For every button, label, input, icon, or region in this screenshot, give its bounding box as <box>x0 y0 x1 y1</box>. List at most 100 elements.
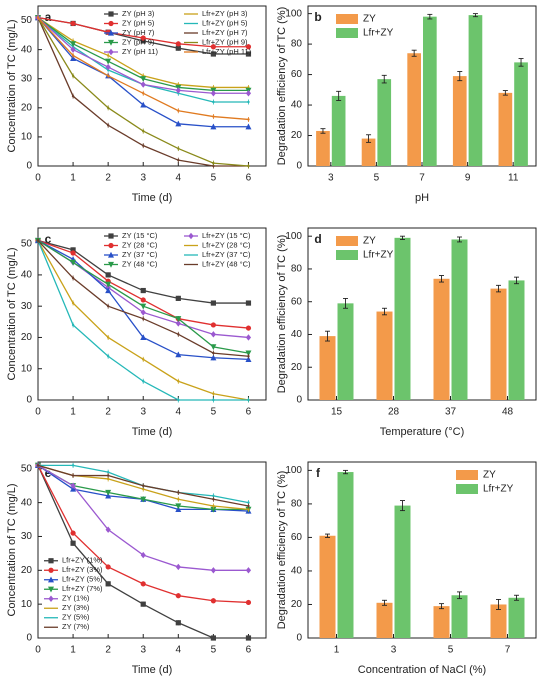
y-tick-label: 0 <box>296 395 302 406</box>
legend-label: ZY <box>363 14 376 25</box>
legend-swatch <box>456 470 478 480</box>
y-tick-label: 20 <box>291 130 303 141</box>
y-tick-label: 20 <box>21 565 33 576</box>
legend-marker <box>108 48 114 56</box>
y-tick-label: 40 <box>291 100 303 111</box>
panel-letter: b <box>314 10 321 24</box>
x-tick-label: 4 <box>176 645 182 656</box>
data-point <box>175 87 181 94</box>
y-tick-label: 50 <box>21 15 33 26</box>
data-point <box>212 100 215 104</box>
legend-entry-lfr-zy-1: Lfr+ZY (1%) <box>44 556 103 565</box>
x-tick-label: 11 <box>508 173 519 184</box>
x-tick-label: 5 <box>211 645 217 656</box>
legend-marker <box>108 233 114 239</box>
y-tick-label: 20 <box>291 599 303 610</box>
panel-letter: a <box>45 10 52 24</box>
legend-entry-lfr-zy: Lfr+ZY <box>336 250 394 261</box>
legend-marker <box>108 242 114 249</box>
data-point <box>210 44 216 50</box>
x-tick-label: 0 <box>35 407 41 418</box>
data-point <box>177 333 180 336</box>
x-tick-label: 0 <box>35 173 41 184</box>
legend-swatch <box>336 14 358 24</box>
legend-swatch <box>336 236 358 246</box>
data-point <box>175 120 182 127</box>
data-point <box>106 470 110 474</box>
legend-marker <box>48 567 54 573</box>
data-point <box>247 100 250 104</box>
data-point <box>245 300 252 306</box>
data-point <box>70 20 76 27</box>
y-tick-label: 40 <box>291 566 303 577</box>
data-point <box>140 551 146 559</box>
legend-entry-zy: ZY <box>336 236 376 247</box>
data-point <box>140 81 146 88</box>
data-point <box>71 94 75 98</box>
data-point <box>210 635 216 641</box>
bar-zy-7 <box>407 53 421 166</box>
bar-lfr-zy-37 <box>451 239 468 400</box>
y-tick-label: 20 <box>21 102 33 113</box>
y-tick-label: 10 <box>21 363 33 374</box>
data-point <box>71 276 75 280</box>
panel-letter: c <box>45 232 52 246</box>
data-point <box>105 526 111 533</box>
y-tick-label: 100 <box>285 231 302 242</box>
data-point <box>175 316 182 322</box>
legend-label: ZY (7%) <box>62 622 90 631</box>
legend-entry-zy: ZY <box>336 14 376 25</box>
data-point <box>70 482 76 489</box>
y-tick-label: 10 <box>21 132 33 143</box>
data-point <box>247 398 250 402</box>
x-tick-label: 3 <box>140 645 146 656</box>
legend: Lfr+ZY (1%)Lfr+ZY (3%)Lfr+ZY (5%)Lfr+ZY … <box>44 556 103 631</box>
legend-entry-zy-5: ZY (5%) <box>44 613 90 622</box>
bar-zy-5 <box>433 606 450 638</box>
data-point <box>105 564 111 570</box>
x-tick-label: 6 <box>246 407 252 418</box>
legend-marker <box>108 261 114 268</box>
x-tick-label: 1 <box>70 407 76 418</box>
x-tick-label: 5 <box>374 173 380 184</box>
legend-label: ZY (pH 7) <box>122 28 155 37</box>
x-tick-label: 0 <box>35 645 41 656</box>
x-axis-label: pH <box>415 192 429 204</box>
legend: ZY Lfr+ZY <box>336 236 394 261</box>
legend-marker <box>108 11 114 17</box>
data-point <box>210 123 217 130</box>
legend: ZY (15 °C) Lfr+ZY (15 °C) ZY (28 °C) Lfr+ZY… <box>104 231 251 268</box>
legend-entry-lfr-zy-ph-9: Lfr+ZY (pH 9) <box>184 37 248 46</box>
data-point <box>105 58 112 65</box>
legend-marker <box>108 39 114 46</box>
bar-lfr-zy-7 <box>423 16 437 166</box>
bar-zy-3 <box>376 602 393 638</box>
data-point <box>247 508 250 511</box>
data-point <box>177 498 180 501</box>
bar-zy-37 <box>433 278 450 400</box>
legend-entry-zy-37-c: ZY (37 °C) <box>104 250 158 259</box>
y-tick-label: 20 <box>291 362 303 373</box>
data-point <box>36 239 40 242</box>
data-point <box>212 115 215 118</box>
legend-entry-zy-ph-11: ZY (pH 11) <box>104 47 158 56</box>
legend-entry-zy-ph-9: ZY (pH 9) <box>104 37 155 46</box>
data-point <box>210 567 216 574</box>
data-point <box>106 106 110 110</box>
legend-marker <box>48 595 54 602</box>
legend-label: ZY (pH 5) <box>122 18 155 27</box>
series-zy-7 <box>36 462 250 509</box>
y-tick-label: 20 <box>21 332 33 343</box>
legend-label: ZY (pH 3) <box>122 9 155 18</box>
data-point <box>106 355 110 358</box>
x-axis-label: Concentration of NaCl (%) <box>358 664 486 676</box>
legend-entry-lfr-zy-ph-3: Lfr+ZY (pH 3) <box>184 9 248 18</box>
plot-frame <box>37 5 267 167</box>
bar-zy-7 <box>490 604 507 638</box>
legend-swatch <box>336 250 358 260</box>
y-tick-label: 30 <box>21 301 33 312</box>
data-point <box>245 325 252 331</box>
